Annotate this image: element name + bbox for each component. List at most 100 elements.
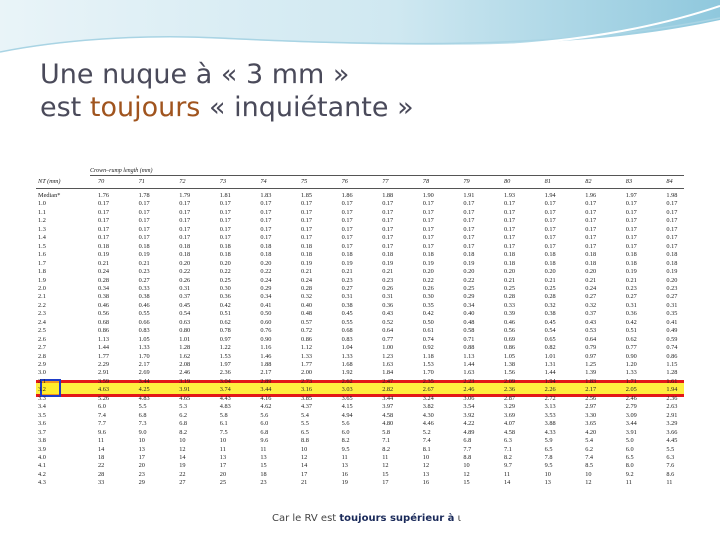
table-cell: 0.18 — [504, 251, 516, 259]
table-cell: 17 — [219, 462, 227, 470]
table-cell: 0.31 — [341, 293, 353, 301]
table-cell: 0.62 — [625, 335, 637, 343]
table-cell-nt: 2.9 — [38, 361, 46, 368]
table-cell: 3.44 — [382, 394, 394, 402]
table-cell-nt: 3.8 — [38, 437, 46, 445]
table-cell: 0.27 — [625, 293, 637, 301]
table-row: 4.0 18 17 14 13 13 12 11 11 10 8.8 8.2 7.8 7.4 6.5 6.3 — [38, 454, 688, 462]
table-cell: 25 — [219, 479, 227, 487]
table-cell: 3.13 — [544, 403, 556, 411]
table-cell: 8.8 — [301, 437, 309, 445]
table-cell: 0.21 — [138, 259, 150, 267]
table-cell: 8.5 — [585, 462, 594, 470]
table-cell: 0.20 — [585, 268, 597, 276]
table-cell-nt: 4.1 — [38, 462, 46, 470]
table-cell: 0.45 — [179, 301, 191, 309]
table-row: 3.7 9.6 9.0 8.2 7.5 6.8 6.5 6.0 5.8 5.2 4.89 4.58 4.… — [38, 429, 688, 437]
table-cell: 0.17 — [98, 234, 110, 242]
table-cell: 0.63 — [179, 318, 191, 326]
table-cell: 1.63 — [382, 361, 394, 368]
table-row: 1.4 0.17 0.17 0.17 0.17 0.17 0.17 0.17 0.17 0.17 0… — [38, 234, 688, 242]
table-cell: 17 — [301, 470, 308, 478]
table-cell: 0.21 — [301, 268, 313, 276]
table-cell-nt: 1.5 — [38, 242, 46, 250]
table-cell: 0.18 — [138, 242, 150, 250]
table-cell: 2.05 — [625, 386, 637, 394]
table-cell: 3.69 — [504, 411, 516, 419]
table-cell: 0.17 — [585, 242, 597, 250]
table-group-header: Crown–rump length (mm) — [90, 168, 153, 174]
table-cell: 0.17 — [138, 208, 150, 216]
table-cell: 5.4 — [585, 437, 594, 445]
table-cell: 12 — [463, 470, 470, 478]
table-cell: 0.51 — [219, 310, 231, 318]
table-cell: 0.53 — [585, 327, 597, 335]
table-cell: 4.80 — [382, 420, 394, 428]
table-cell: 0.30 — [219, 284, 231, 292]
table-cell: 0.60 — [260, 318, 272, 326]
table-cell: 0.17 — [422, 242, 434, 250]
table-cell: 0.21 — [585, 276, 597, 284]
table-cell: 1.23 — [382, 352, 394, 360]
table-cell: 0.24 — [301, 276, 313, 284]
table-cell-nt: 2.0 — [38, 284, 46, 292]
table-header-rule — [90, 175, 684, 176]
table-cell: 0.31 — [625, 301, 637, 309]
table-row: 1.0 0.17 0.17 0.17 0.17 0.17 0.17 0.17 0.17 0.17 0… — [38, 200, 688, 208]
table-cell: 0.20 — [219, 259, 231, 267]
table-cell: 0.17 — [382, 208, 394, 216]
table-row: 1.5 0.18 0.18 0.18 0.18 0.18 0.18 0.17 0.17 0.17 0… — [38, 243, 688, 251]
table-cell: 10 — [138, 437, 145, 445]
table-cell: 0.17 — [585, 200, 597, 208]
table-cell: 1.94 — [666, 386, 678, 394]
table-cell: 2.67 — [422, 386, 434, 394]
table-cell: 2.72 — [544, 394, 556, 402]
table-cell: 4.20 — [585, 428, 597, 436]
table-cell: 0.97 — [219, 335, 231, 343]
table-cell: 3.91 — [179, 386, 191, 394]
table-cell: 7.1 — [504, 445, 512, 453]
table-cell: 0.38 — [98, 293, 110, 301]
table-cell: 0.19 — [138, 251, 150, 259]
table-cell: 5.5 — [666, 445, 675, 453]
table-cell: 11 — [382, 453, 389, 461]
table-cell: 5.6 — [260, 411, 269, 419]
table-cell: 1.98 — [666, 192, 678, 199]
table-cell-nt: 3.6 — [38, 420, 46, 428]
table-cell: 13 — [219, 453, 227, 461]
table-cell: 0.26 — [422, 284, 434, 292]
table-cell: 11 — [504, 470, 511, 478]
table-cell-nt: 3.4 — [38, 403, 46, 411]
table-cell: 2.56 — [585, 394, 597, 402]
table-cell: 0.20 — [666, 276, 678, 284]
table-cell: 0.17 — [544, 234, 556, 242]
table-cell: 0.17 — [422, 217, 434, 225]
table-body-rule — [36, 188, 684, 189]
table-cell: 4.22 — [463, 420, 475, 428]
table-cell: 7.6 — [666, 462, 675, 470]
table-cell-nt: 1.7 — [38, 259, 46, 267]
table-cell: 0.39 — [504, 310, 516, 318]
table-cell: 0.97 — [585, 352, 597, 360]
table-cell: 0.18 — [585, 259, 597, 267]
table-cell: 0.17 — [98, 225, 110, 233]
table-cell: 6.3 — [666, 453, 675, 461]
table-cell: 12 — [301, 453, 308, 461]
table-cell: 1.77 — [301, 361, 313, 368]
table-cell-nt: 1.0 — [38, 200, 46, 208]
table-cell: 8.6 — [666, 470, 675, 478]
table-row: 2.4 0.68 0.66 0.63 0.62 0.60 0.57 0.55 0.52 0.50 0… — [38, 319, 688, 327]
table-cell: 1.76 — [98, 192, 110, 199]
table-cell: 0.17 — [666, 217, 678, 225]
table-cell: 0.31 — [179, 284, 191, 292]
table-cell: 0.22 — [179, 268, 191, 276]
table-cell: 14 — [504, 479, 511, 487]
table-cell: 0.22 — [219, 268, 231, 276]
table-cell: 0.49 — [666, 327, 678, 335]
table-cell: 1.84 — [382, 369, 394, 377]
table-cell: 6.8 — [138, 411, 147, 419]
table-cell: 7.3 — [138, 420, 147, 428]
table-cell: 7.4 — [585, 453, 594, 461]
table-row: Median* 1.76 1.78 1.79 1.81 1.83 1.85 1.86 1.88 1… — [38, 192, 688, 200]
table-cell: 11 — [98, 437, 105, 445]
